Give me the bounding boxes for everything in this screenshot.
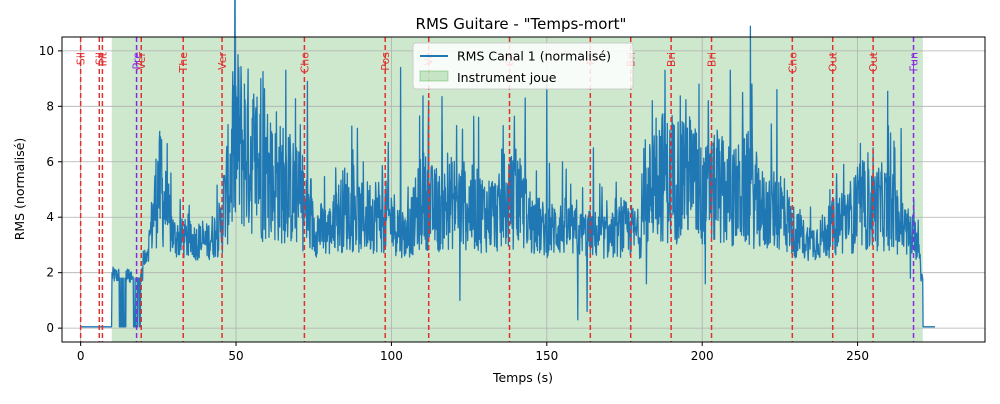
section-marker-label: Cho (786, 52, 799, 74)
y-axis-label: RMS (normalisé) (12, 138, 27, 241)
section-marker-label: Int (96, 51, 109, 66)
chart-title: RMS Guitare - "Temps-mort" (416, 15, 627, 33)
section-marker-label: The (177, 52, 190, 74)
legend-span-swatch (419, 70, 449, 82)
y-tick-label: 4 (46, 210, 54, 224)
y-tick-label: 6 (46, 155, 54, 169)
x-tick-label: 50 (228, 349, 243, 363)
x-tick-label: 0 (77, 349, 85, 363)
y-tick-label: 10 (39, 44, 54, 58)
section-marker-label: Fun (908, 52, 921, 72)
x-tick-label: 250 (846, 349, 869, 363)
legend-label-rms: RMS Canal 1 (normalisé) (457, 49, 611, 64)
section-marker-label: Bri (665, 52, 678, 67)
y-tick-label: 2 (46, 266, 54, 280)
legend-label-span: Instrument joue (457, 70, 557, 85)
x-tick-label: 100 (380, 349, 403, 363)
plot-frame (61, 36, 986, 343)
section-marker-label: Out (827, 51, 840, 72)
y-tick-label: 0 (46, 321, 54, 335)
section-marker-label: Cho (298, 52, 311, 74)
legend: RMS Canal 1 (normalisé) Instrument joue (412, 42, 634, 90)
legend-box (412, 42, 634, 90)
section-marker-label: Ver (135, 52, 148, 70)
x-tick-label: 150 (535, 349, 558, 363)
section-marker-label: Ver (216, 52, 229, 70)
section-marker-label: Bri (706, 52, 719, 67)
rms-series-line (80, 0, 936, 328)
section-marker-label: Pre (131, 52, 144, 70)
section-marker-label: Out (867, 51, 880, 72)
section-marker-label: Pos (379, 52, 392, 71)
y-tick-label: 8 (46, 99, 54, 113)
x-axis-label: Temps (s) (492, 370, 553, 385)
x-tick-label: 200 (691, 349, 714, 363)
section-marker-label: Sil (75, 52, 88, 65)
